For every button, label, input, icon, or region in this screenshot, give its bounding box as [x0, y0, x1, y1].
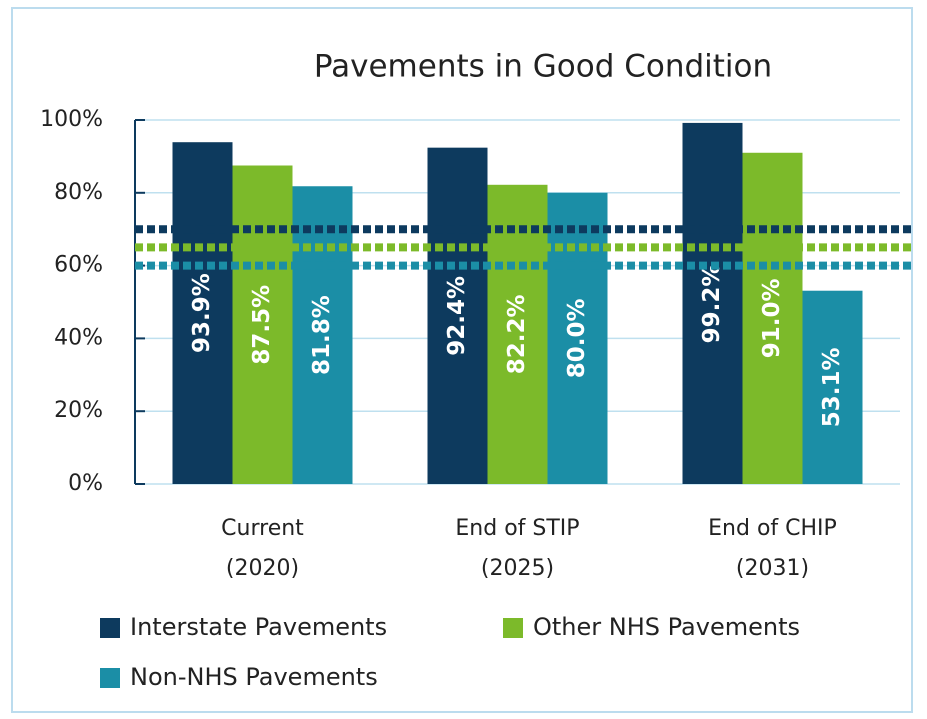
value-label: 80.0%: [564, 299, 590, 379]
x-tick-line: (2031): [736, 556, 809, 581]
value-label: 53.1%: [819, 347, 845, 427]
bar: [172, 142, 233, 485]
bar: [427, 147, 488, 484]
value-label: 87.5%: [249, 285, 275, 365]
legend-swatch: [100, 668, 120, 688]
y-tick-label: 0%: [68, 471, 103, 496]
legend-label: Interstate Pavements: [130, 613, 387, 641]
y-tick-label: 100%: [40, 107, 103, 132]
bar: [487, 184, 548, 485]
x-tick-label: Current (2020): [221, 516, 304, 581]
legend-label: Non-NHS Pavements: [130, 663, 378, 691]
legend-label: Other NHS Pavements: [533, 613, 800, 641]
value-label: 93.9%: [189, 273, 215, 353]
x-tick-label: End of CHIP (2031): [708, 516, 837, 581]
x-tick-line: (2025): [481, 556, 554, 581]
value-label: 99.2%: [699, 264, 725, 344]
bar: [232, 165, 293, 484]
bar: [802, 290, 863, 484]
bar: [547, 192, 608, 485]
chart-title: Pavements in Good Condition: [314, 49, 772, 85]
y-tick-label: 80%: [54, 180, 103, 205]
y-tick-label: 40%: [54, 325, 103, 350]
legend-swatch: [503, 618, 523, 638]
y-tick-label: 20%: [54, 398, 103, 423]
value-label: 92.4%: [444, 276, 470, 356]
x-tick-label: End of STIP (2025): [455, 516, 579, 581]
legend-swatch: [100, 618, 120, 638]
x-tick-line: End of CHIP: [708, 516, 837, 541]
x-tick-line: End of STIP: [455, 516, 579, 541]
x-tick-line: Current: [221, 516, 304, 541]
bar: [682, 122, 743, 485]
bar: [292, 186, 353, 485]
value-label: 82.2%: [504, 294, 530, 374]
value-label: 91.0%: [759, 278, 785, 358]
x-tick-line: (2020): [226, 556, 299, 581]
bar: [742, 152, 803, 484]
y-tick-label: 60%: [54, 253, 103, 278]
value-label: 81.8%: [309, 295, 335, 375]
